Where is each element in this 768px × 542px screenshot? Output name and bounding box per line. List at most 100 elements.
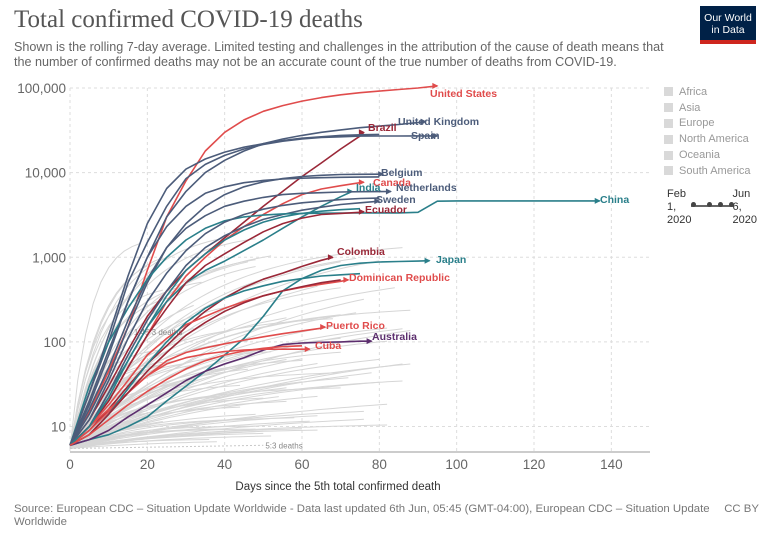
logo-line-1: Our World <box>704 12 752 24</box>
legend-label: North America <box>679 133 749 146</box>
x-tick-label: 60 <box>294 457 309 472</box>
x-axis-label: Days since the 5th total confirmed death <box>235 481 440 493</box>
background-line <box>69 255 171 449</box>
x-tick-label: 20 <box>140 457 155 472</box>
chart-axes: 10 100 1,000 10,000 100,000 0 20 40 60 80 100 120 14… <box>17 81 650 472</box>
series-line <box>69 200 380 446</box>
series-line <box>69 345 303 447</box>
slider-tick <box>707 202 712 207</box>
date-range-slider[interactable]: Feb 1, 2020 Jun 6, 2020 <box>667 188 757 228</box>
slider-start-day: 1, <box>667 201 677 213</box>
legend-item-north-america[interactable]: North America <box>664 131 751 147</box>
region-legend: Africa Asia Europe North America Oceania… <box>664 84 751 179</box>
background-line <box>69 380 403 449</box>
background-line <box>69 237 225 449</box>
series-label: India <box>356 182 381 194</box>
series-end-arrow <box>385 188 392 195</box>
series-end-arrow <box>304 346 311 353</box>
chart-grid <box>69 87 650 452</box>
series-end-arrow <box>327 254 334 261</box>
legend-item-oceania[interactable]: Oceania <box>664 147 751 163</box>
legend-swatch <box>664 166 673 176</box>
x-tick-label: 80 <box>372 457 387 472</box>
highlighted-series <box>69 82 601 447</box>
series-label: Dominican Republic <box>349 272 450 284</box>
legend-item-south-america[interactable]: South America <box>664 163 751 179</box>
series-end-arrow <box>432 132 439 139</box>
slider-start-month: Feb <box>667 188 686 200</box>
x-tick-label: 120 <box>523 457 546 472</box>
series-end-arrow <box>343 276 350 283</box>
series-line <box>69 272 361 447</box>
series-line <box>69 173 384 446</box>
series-label: China <box>600 194 629 206</box>
background-line <box>69 417 295 449</box>
series-label: Canada <box>373 177 411 189</box>
series-label: Cuba <box>315 340 341 352</box>
series-end-arrow <box>594 197 601 204</box>
logo-accent-bar <box>700 40 756 44</box>
series-end-arrow <box>358 179 365 186</box>
slider-handle-start[interactable] <box>691 202 696 207</box>
logo-line-2: in Data <box>711 24 745 36</box>
series-label: Brazil <box>368 122 397 134</box>
legend-item-asia[interactable]: Asia <box>664 100 751 116</box>
background-line <box>69 428 256 449</box>
background-line <box>69 257 163 449</box>
legend-item-europe[interactable]: Europe <box>664 116 751 132</box>
legend-label: South America <box>679 164 751 177</box>
owid-logo[interactable]: Our World in Data <box>700 6 756 44</box>
slider-start-year: 2020 <box>667 214 692 226</box>
y-tick-label: 10,000 <box>25 166 66 181</box>
legend-swatch <box>664 150 673 160</box>
slider-end-day: 6, <box>732 201 742 213</box>
slider-track[interactable] <box>691 205 733 207</box>
x-tick-label: 140 <box>600 457 623 472</box>
legend-swatch <box>664 87 673 97</box>
series-end-arrow <box>378 171 385 178</box>
slider-end-label: Jun 6, 2020 <box>733 188 757 227</box>
series-line <box>69 85 438 446</box>
guide-line-label: 5:3 deaths <box>265 441 302 450</box>
series-line <box>69 279 341 447</box>
series-line <box>69 279 349 446</box>
series-line <box>69 259 430 447</box>
x-tick-label: 40 <box>217 457 232 472</box>
background-line <box>69 441 217 449</box>
series-label: Sweden <box>376 194 416 206</box>
series-end-arrow <box>424 257 431 264</box>
series-line <box>69 348 310 446</box>
series-label: Netherlands <box>396 182 457 194</box>
background-line <box>69 400 287 449</box>
slider-handle-end[interactable] <box>729 202 734 207</box>
series-line <box>69 190 391 446</box>
series-end-arrow <box>320 323 327 330</box>
y-tick-label: 10 <box>51 420 66 435</box>
y-tick-label: 100,000 <box>17 81 66 96</box>
series-line <box>69 133 380 446</box>
legend-label: Oceania <box>679 149 720 162</box>
background-line <box>69 435 194 449</box>
chart-subtitle: Shown is the rolling 7-day average. Limi… <box>14 40 664 69</box>
background-line <box>69 297 171 449</box>
series-label: Puerto Rico <box>326 320 385 332</box>
background-line <box>69 372 372 449</box>
legend-label: Europe <box>679 117 715 130</box>
series-line <box>69 207 361 446</box>
background-line <box>69 330 411 449</box>
legend-item-africa[interactable]: Africa <box>664 84 751 100</box>
series-label: Australia <box>372 331 417 343</box>
source-text[interactable]: Source: European CDC – Situation Update … <box>14 503 710 528</box>
legend-label: Asia <box>679 101 701 114</box>
series-line <box>69 176 380 446</box>
legend-label: Africa <box>679 85 708 98</box>
license-link[interactable]: CC BY <box>724 503 759 515</box>
series-end-arrow <box>374 198 381 205</box>
slider-start-label: Feb 1, 2020 <box>667 188 691 227</box>
series-label: Japan <box>436 254 466 266</box>
background-line <box>69 351 341 449</box>
series-line <box>69 131 365 446</box>
series-labels: United States Brazil United Kingdom Spain Be… <box>315 88 629 352</box>
slider-tick <box>718 202 723 207</box>
